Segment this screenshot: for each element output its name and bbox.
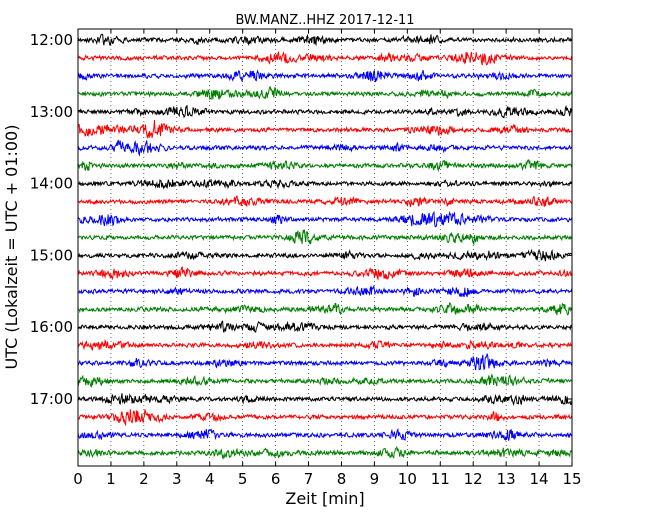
- plot-frame: [77, 28, 573, 467]
- trace-1500: [77, 248, 573, 262]
- y-tick-label: 14:00: [30, 175, 73, 193]
- x-tick-label: 15: [562, 470, 581, 488]
- trace-1600: [77, 320, 573, 333]
- trace-1230: [77, 69, 573, 83]
- x-tick-label: 12: [464, 470, 483, 488]
- trace-1530: [77, 284, 573, 298]
- x-tick-label: 14: [530, 470, 549, 488]
- x-tick-label: 3: [172, 470, 182, 488]
- trace-1400: [77, 178, 573, 190]
- y-tick-label: 16:00: [30, 318, 73, 336]
- trace-1515: [77, 265, 573, 281]
- x-tick-label: 6: [271, 470, 281, 488]
- trace-1745: [77, 445, 573, 460]
- trace-1445: [77, 229, 573, 246]
- trace-1200: [77, 33, 573, 47]
- trace-1315: [77, 120, 573, 140]
- x-tick-label: 10: [398, 470, 417, 488]
- trace-1715: [77, 409, 573, 427]
- x-tick-label: 9: [370, 470, 380, 488]
- x-tick-label: 0: [73, 470, 83, 488]
- y-tick-label: 17:00: [30, 390, 73, 408]
- x-tick-label: 1: [106, 470, 116, 488]
- chart-title: BW.MANZ..HHZ 2017-12-11: [235, 13, 414, 28]
- x-tick-label: 2: [139, 470, 149, 488]
- x-tick-label: 4: [205, 470, 215, 488]
- trace-1245: [77, 86, 573, 101]
- x-tick-label: 11: [431, 470, 450, 488]
- tick-layer: 0 1 2 3 4 5 6 7 8 9 10 11 12 13 14 1512:0013:0014:0015:…: [30, 29, 582, 488]
- x-tick-label: 13: [497, 470, 516, 488]
- y-axis-label: UTC (Lokalzeit = UTC + 01:00): [2, 125, 21, 370]
- trace-1630: [77, 353, 573, 371]
- y-tick-label: 15:00: [30, 246, 73, 264]
- trace-1645: [77, 373, 573, 389]
- trace-1415: [77, 195, 573, 208]
- trace-1330: [77, 139, 573, 157]
- trace-1545: [77, 302, 573, 316]
- trace-1700: [77, 392, 573, 407]
- trace-1300: [77, 104, 573, 119]
- trace-layer: [77, 33, 573, 460]
- x-tick-label: 7: [304, 470, 314, 488]
- trace-1345: [77, 159, 573, 173]
- x-tick-label: 8: [337, 470, 347, 488]
- x-axis-label: Zeit [min]: [285, 489, 364, 508]
- y-tick-label: 13:00: [30, 103, 73, 121]
- grid-layer: [110, 29, 540, 466]
- x-tick-label: 5: [238, 470, 248, 488]
- y-tick-label: 12:00: [30, 31, 73, 49]
- trace-1430: [77, 210, 573, 228]
- trace-1615: [77, 338, 573, 351]
- trace-1730: [77, 427, 573, 441]
- trace-1215: [77, 50, 573, 66]
